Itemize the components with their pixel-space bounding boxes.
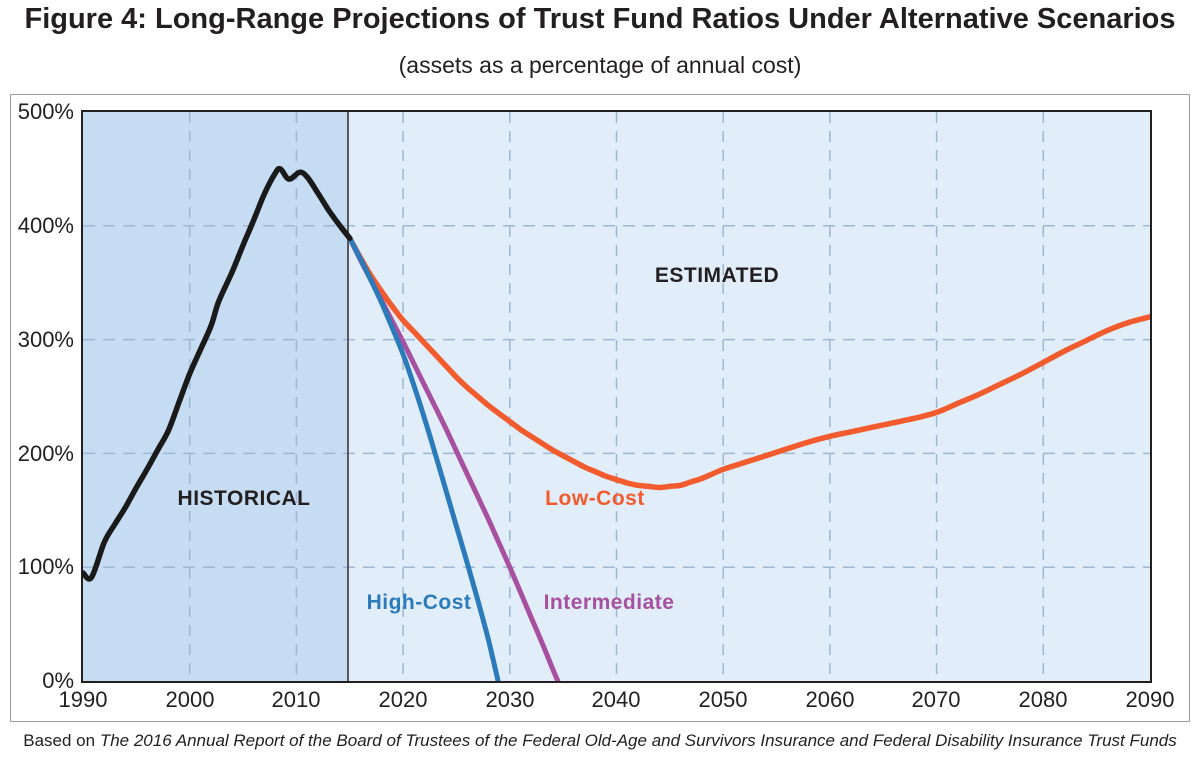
x-tick-2020: 2020 xyxy=(378,687,428,712)
x-tick-2010: 2010 xyxy=(271,687,321,712)
low-cost-line xyxy=(347,235,1150,491)
x-tick-2000: 2000 xyxy=(165,687,215,712)
y-tick-300pct: 300% xyxy=(17,327,74,352)
y-tick-200pct: 200% xyxy=(17,441,74,466)
intermediate-series-label: Intermediate xyxy=(543,591,675,614)
high-cost-line xyxy=(347,235,501,681)
high-cost-series-label: High-Cost xyxy=(366,591,472,614)
x-tick-2080: 2080 xyxy=(1018,687,1068,712)
low-cost-series-label: Low-Cost xyxy=(545,487,645,510)
estimated-label: ESTIMATED xyxy=(654,264,780,287)
x-tick-2050: 2050 xyxy=(698,687,748,712)
source-citation: The 2016 Annual Report of the Board of T… xyxy=(99,731,1177,750)
x-tick-2040: 2040 xyxy=(591,687,641,712)
y-tick-400pct: 400% xyxy=(17,213,74,238)
x-tick-2060: 2060 xyxy=(805,687,855,712)
x-tick-2030: 2030 xyxy=(485,687,535,712)
x-tick-1990: 1990 xyxy=(58,687,108,712)
historical-label: HISTORICAL xyxy=(177,487,311,510)
chart-plot-lines xyxy=(83,112,1150,681)
x-tick-2070: 2070 xyxy=(911,687,961,712)
chart-subtitle: (assets as a percentage of annual cost) xyxy=(398,52,802,78)
historical-shaded-region xyxy=(83,112,348,681)
source-note: Based on The 2016 Annual Report of the B… xyxy=(0,731,1200,751)
chart-title: Figure 4: Long-Range Projections of Trus… xyxy=(24,3,1176,35)
historical-line xyxy=(83,165,353,582)
source-prefix: Based on xyxy=(23,731,100,750)
y-tick-100pct: 100% xyxy=(17,554,74,579)
y-tick-0pct: 0% xyxy=(42,668,74,693)
plot-border xyxy=(81,110,1152,683)
x-tick-2090: 2090 xyxy=(1125,687,1175,712)
y-tick-500pct: 500% xyxy=(17,99,74,124)
